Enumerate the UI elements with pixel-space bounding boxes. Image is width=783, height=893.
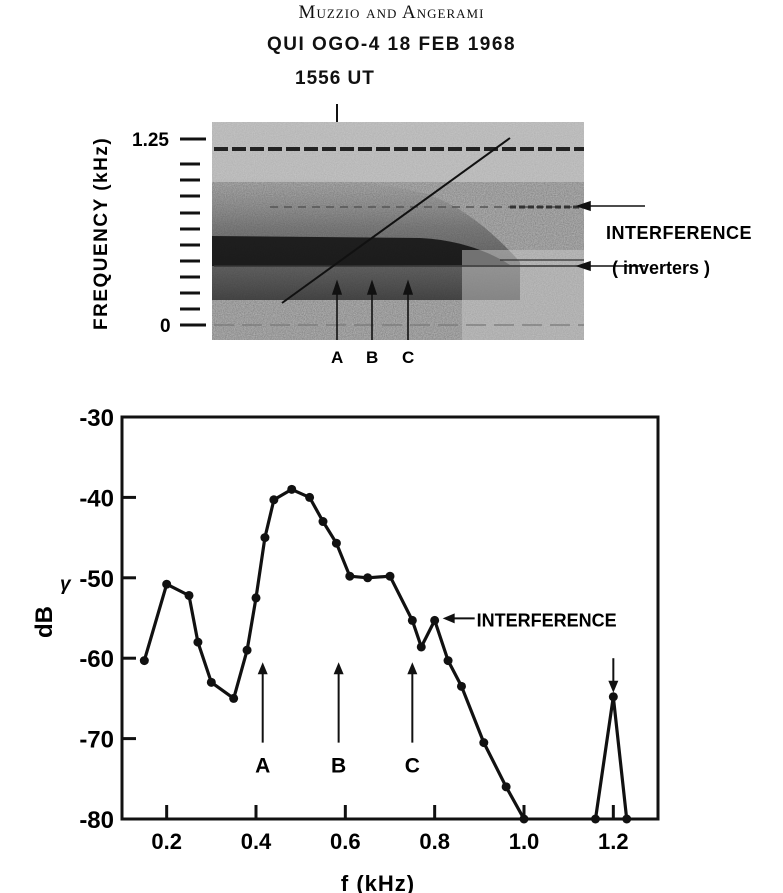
annotation-label: C <box>405 755 420 778</box>
data-point <box>608 692 618 702</box>
annotation-arrowhead <box>608 680 619 693</box>
data-point <box>430 615 440 625</box>
x-tick-label: 0.4 <box>241 829 272 854</box>
data-point <box>287 484 297 494</box>
chart-axes: -30 -40 -50 -60 -70 -80 0.2 0.4 0.6 0.8 1.0 1.2 f (k… <box>31 405 660 893</box>
data-point <box>479 738 489 748</box>
data-point <box>443 656 453 666</box>
data-point <box>407 615 417 625</box>
spectrogram-ylabel: FREQUENCY (kHz) <box>91 137 112 330</box>
x-tick-label: 0.8 <box>419 829 450 854</box>
annotation-label: B <box>331 755 346 778</box>
data-point <box>363 573 373 583</box>
y-axis-label-sub: γ <box>60 574 72 595</box>
annotation-arrowhead <box>257 662 268 675</box>
data-point <box>162 579 172 589</box>
annotation-arrowhead <box>442 613 455 624</box>
y-tick-label: -40 <box>79 485 114 512</box>
y-tick-label: -50 <box>79 566 114 593</box>
data-point <box>206 677 216 687</box>
data-point <box>590 814 600 824</box>
data-point <box>501 782 511 792</box>
tick-label-0: 0 <box>160 316 171 337</box>
interference-label: INTERFERENCE <box>606 223 752 243</box>
data-point <box>251 593 261 603</box>
data-point <box>331 538 341 548</box>
data-point <box>456 681 466 691</box>
y-axis-label: dB <box>31 606 58 638</box>
plot-frame <box>120 415 660 821</box>
time-label: 1556 UT <box>295 68 375 89</box>
chart-series <box>142 487 629 820</box>
arrow-b-head <box>366 279 378 295</box>
data-point <box>269 495 279 505</box>
inverters-label: ( inverters ) <box>612 258 710 278</box>
x-tick-label: 1.2 <box>598 829 629 854</box>
data-point <box>193 637 203 647</box>
marker-b: B <box>366 348 378 367</box>
data-point <box>385 571 395 581</box>
tick-label-125: 1.25 <box>132 130 169 151</box>
data-point <box>229 693 239 703</box>
x-tick-label: 1.0 <box>509 829 540 854</box>
data-point <box>519 814 529 824</box>
spectrogram-panel: FREQUENCY (kHz) 1.25 0 A B C INTERFERENC… <box>91 104 752 367</box>
x-axis-label: f (kHz) <box>341 871 415 893</box>
marker-c: C <box>402 348 414 367</box>
arrow-a-head <box>331 279 343 295</box>
data-point <box>318 517 328 527</box>
annotation-label: A <box>255 755 270 778</box>
annotation-arrowhead <box>407 662 418 675</box>
frequency-sweep-line <box>281 137 511 304</box>
arrow-c-head <box>402 279 414 295</box>
hiss-band <box>212 236 510 266</box>
data-point <box>139 656 149 666</box>
data-point <box>260 533 270 543</box>
y-tick-label: -60 <box>79 646 114 673</box>
line-chart: -30 -40 -50 -60 -70 -80 0.2 0.4 0.6 0.8 1.0 1.2 f (k… <box>31 405 660 893</box>
chart-annotations: A B C INTERFERENCE <box>255 610 619 778</box>
marker-a: A <box>331 348 343 367</box>
data-point <box>305 492 315 502</box>
y-tick-label: -70 <box>79 727 114 754</box>
data-point <box>242 645 252 655</box>
authors-header: Muzzio and Angerami <box>298 2 485 23</box>
data-point <box>416 642 426 652</box>
series-line <box>593 695 629 820</box>
annotation-label: INTERFERENCE <box>477 610 617 630</box>
data-point <box>622 814 632 824</box>
y-tick-label: -30 <box>79 405 114 432</box>
x-tick-label: 0.6 <box>330 829 361 854</box>
figure-subtitle: QUI OGO-4 18 FEB 1968 <box>266 34 517 55</box>
annotation-arrowhead <box>333 662 344 675</box>
data-point <box>345 571 355 581</box>
chart-points <box>139 484 632 824</box>
minor-ticks <box>180 162 200 311</box>
data-point <box>184 590 194 600</box>
y-tick-label: -80 <box>79 807 114 834</box>
x-tick-label: 0.2 <box>151 829 182 854</box>
